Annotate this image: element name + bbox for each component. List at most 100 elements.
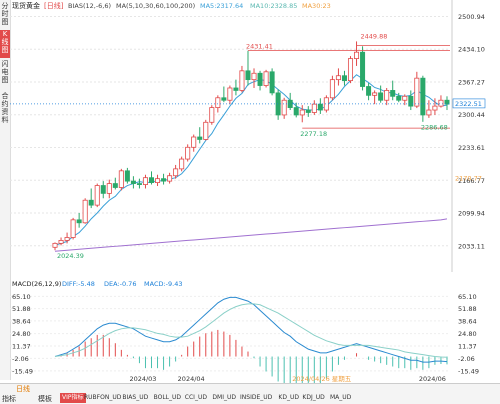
sidebar-tab-contract[interactable]: 合约资料 (1, 92, 9, 124)
indicator-tab[interactable]: INSIDE_UD (240, 394, 273, 401)
indicator-tab[interactable]: CCI_UD (184, 394, 207, 401)
macd-dea: DEA:-0.76 (104, 280, 136, 288)
ma-price-label: 2170.77 (455, 174, 482, 182)
candle-down (88, 199, 94, 206)
candle-up (215, 97, 221, 108)
price-annotations: 2431.41 2449.88 2277.18 2286.68 2024.39 2322.… (10, 32, 486, 260)
candle-down (275, 92, 281, 116)
candle-up (432, 105, 438, 111)
low2-label: 2286.68 (421, 123, 448, 131)
candle-up (281, 99, 287, 116)
candle-up (239, 70, 245, 91)
candle-up (372, 92, 378, 96)
candle-down (124, 170, 130, 182)
indicator-tab[interactable]: BOLL_UD (153, 394, 182, 401)
date-axis: 2024/03 2024/04 2024/04/26 星期五 2024/06 (129, 375, 445, 383)
candle-down (148, 177, 155, 183)
ma10-value: MA10:2328.85 (250, 2, 297, 10)
candle-down (341, 75, 347, 82)
ma-line-ma200 (54, 218, 448, 252)
candle-up (329, 79, 335, 99)
candle-down (378, 92, 384, 101)
indicator-tab[interactable]: RUBFON_UD (84, 394, 122, 401)
macd-axis: 65.10 51.88 38.64 24.80 11.37 -2.06 -15.49 65.1… (12, 293, 479, 375)
macd-tick-label: 38.64 (458, 317, 477, 325)
price-axis: 2500.94 2434.10 2367.27 2300.44 2233.61 2166.… (451, 0, 485, 272)
ma-line-ma5 (54, 74, 448, 246)
low1-label: 2277.18 (300, 130, 327, 138)
candle-up (209, 107, 215, 123)
candle-down (221, 97, 227, 101)
candle-up (52, 242, 58, 248)
candle-up (311, 103, 317, 113)
candle-down (420, 77, 426, 116)
macd-diff: DIFF:-5.48 (62, 280, 95, 288)
sidebar-tab-flash[interactable]: 闪电图 (1, 60, 9, 84)
candle-up (384, 90, 390, 101)
current-price-label: 2322.51 (455, 100, 482, 108)
tab-template[interactable]: 模板 (38, 395, 52, 403)
high1-label: 2431.41 (246, 43, 273, 51)
sidebar-tab-timeshare[interactable]: 分时图 (1, 2, 9, 26)
candle-up (94, 185, 100, 206)
candle-down (100, 185, 106, 194)
price-tick-label: 2099.94 (458, 210, 485, 218)
price-tick-label: 2367.27 (458, 78, 485, 86)
price-tick-label: 2166.77 (458, 177, 485, 185)
macd-tick-label: 65.10 (458, 293, 477, 301)
candle-up (118, 170, 124, 188)
candle-up (323, 97, 329, 111)
candle-up (438, 99, 444, 107)
candle-up (155, 178, 161, 183)
candle-up (142, 177, 148, 185)
price-tick-label: 2434.10 (458, 46, 485, 54)
candle-down (233, 87, 239, 91)
candle-up (251, 72, 257, 81)
candle-down (112, 183, 118, 188)
price-tick-label: 2300.44 (458, 111, 485, 119)
indicator-tab[interactable]: BIAS_UD (122, 394, 149, 401)
date-tick-label: 2024/03 (129, 375, 156, 383)
macd-tick-label-left: 11.37 (12, 343, 31, 351)
macd-tick-label: -2.06 (458, 355, 475, 363)
period-label: [日线] (44, 1, 64, 10)
candle-up (203, 121, 209, 140)
candle-up (414, 77, 420, 107)
candle-down (245, 70, 251, 81)
candle-down (444, 99, 450, 105)
candle-down (269, 71, 275, 94)
ma30-value: MA30:23 (302, 2, 331, 10)
macd-tick-label: 24.80 (458, 330, 477, 338)
candle-down (390, 90, 396, 97)
sidebar-tab-kline[interactable]: K线图 (0, 30, 10, 58)
candle-down (197, 136, 203, 140)
macd-tick-label-left: 24.80 (12, 330, 31, 338)
candle-down (360, 51, 366, 87)
candle-up (70, 219, 76, 238)
indicator-tab[interactable]: MA_UD (330, 394, 352, 401)
candle-up (106, 183, 112, 194)
candle-up (179, 158, 185, 170)
symbol-title: 现货黄金 (12, 1, 40, 10)
candle-up (227, 87, 233, 101)
candle-down (366, 86, 372, 96)
candle-down (136, 183, 142, 185)
chart-area[interactable]: 现货黄金 [日线] BIAS(12,-6,6) MA(5,10,30,60,10… (10, 0, 500, 383)
candle-down (287, 99, 293, 108)
indicator-tab[interactable]: KD_UD (278, 394, 299, 401)
bottom-toolbar (0, 383, 500, 404)
ma5-value: MA5:2317.64 (200, 2, 243, 10)
indicator-tab[interactable]: KDJ_UD (302, 394, 325, 401)
tab-indicator[interactable]: 指标 (2, 395, 16, 403)
candle-up (173, 168, 179, 177)
tab-daily[interactable]: 日线 (16, 385, 30, 393)
price-tick-label: 2233.61 (458, 144, 485, 152)
candle-down (293, 107, 299, 116)
indicator-tab[interactable]: DMI_UD (212, 394, 236, 401)
candle-up (354, 51, 360, 59)
candle-up (64, 237, 70, 241)
candle-down (161, 178, 167, 182)
indicator-tab[interactable]: VIP指标 (60, 393, 86, 403)
high2-label: 2449.88 (361, 32, 388, 40)
candle-up (82, 199, 88, 224)
